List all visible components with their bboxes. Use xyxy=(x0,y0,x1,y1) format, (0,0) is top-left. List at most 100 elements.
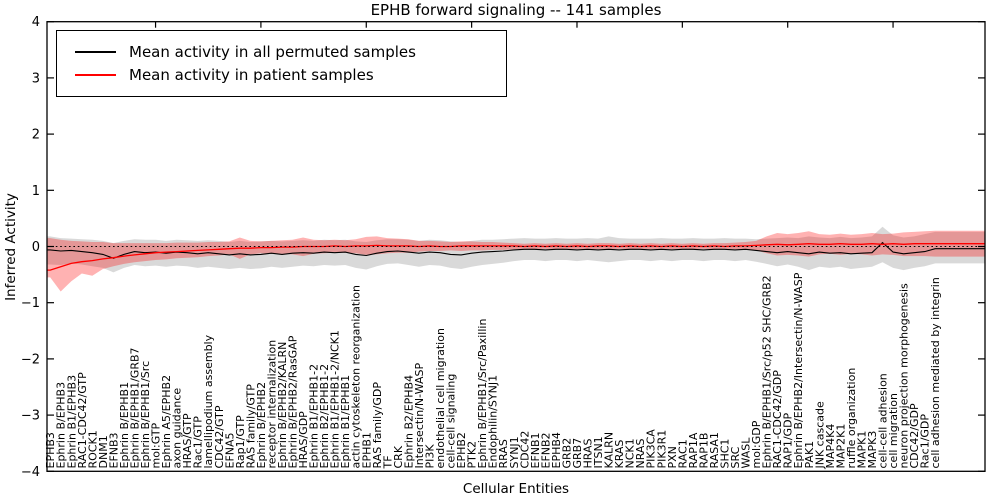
x-tick-label: Ephrin A5/EPHB2 xyxy=(160,375,173,469)
x-tick-label: Ephrin B/EPHB1 xyxy=(118,382,131,469)
y-tick-label: −4 xyxy=(21,465,40,480)
x-tick-label: EPHB1 xyxy=(360,432,373,468)
x-tick-label: SYNJ1 xyxy=(508,436,521,468)
x-tick-label: Endophilin/SYNJ1 xyxy=(487,375,500,469)
x-tick-label: cell-cell signaling xyxy=(445,374,458,469)
x-tick-label: Ephrin B/EPHB2/RasGAP xyxy=(287,335,300,468)
x-tick-label: RAC1-CDC42/GTP xyxy=(76,372,89,469)
chart-title: EPHB forward signaling -- 141 samples xyxy=(370,1,662,19)
x-tick-label: PI3K xyxy=(424,444,437,469)
x-tick-label: Ephrin B/EPHB3 xyxy=(55,382,68,469)
legend-label-permuted: Mean activity in all permuted samples xyxy=(129,42,416,61)
patient-line-swatch xyxy=(75,74,116,77)
x-tick-label: ROCK1 xyxy=(86,430,99,468)
legend-entry-permuted: Mean activity in all permuted samples xyxy=(57,42,506,61)
x-tick-label: neuron projection morphogenesis xyxy=(898,283,911,469)
x-tick-label: RAS family/GTP xyxy=(244,384,257,469)
x-tick-label: PAK1 xyxy=(803,441,816,469)
y-tick-label: −1 xyxy=(21,296,40,311)
x-tick-label: Rap1/GTP xyxy=(234,415,247,469)
x-tick-label: mol:GDP xyxy=(750,420,763,468)
x-tick-label: EPHB2 xyxy=(455,432,468,468)
x-tick-label: MAP4K4 xyxy=(824,424,837,469)
x-tick-label: Ephrin B1/EPHB1-2 xyxy=(308,364,321,469)
x-tick-label: RRAS xyxy=(497,439,510,468)
x-tick-label: RAP1B xyxy=(697,433,710,469)
x-tick-label: EFNB1 xyxy=(529,432,542,468)
legend: Mean activity in all permuted samples Me… xyxy=(56,30,507,97)
x-tick-label: cell-cell adhesion xyxy=(877,373,890,468)
x-tick-label: mol:GTP xyxy=(150,422,163,468)
x-tick-label: Ephrin B1/EPHB1-2/NCK1 xyxy=(329,330,342,468)
x-tick-label: ruffle organization xyxy=(845,368,858,469)
x-tick-label: SHC1 xyxy=(719,439,732,469)
x-tick-label: receptor internalization xyxy=(265,340,278,469)
x-tick-label: TF xyxy=(381,455,394,469)
x-tick-label: PIK3CA xyxy=(645,429,658,469)
x-tick-label: cell adhesion mediated by integrin xyxy=(929,277,942,468)
x-tick-label: EFNA5 xyxy=(223,432,236,468)
x-tick-label: Ephrin B/EPHB2 xyxy=(255,382,268,469)
x-tick-label: actin cytoskeleton reorganization xyxy=(350,285,363,469)
x-tick-label: Ephrin B1/EPHB1 xyxy=(339,375,352,469)
permuted-line-swatch xyxy=(75,50,116,53)
x-tick-label: CRK xyxy=(392,445,405,468)
x-tick-label: JNK cascade xyxy=(813,401,826,469)
mean-line-0 xyxy=(47,241,985,259)
x-tick-label: PXN xyxy=(666,446,679,468)
y-tick-label: 1 xyxy=(32,184,40,199)
x-tick-label: RAP1A xyxy=(687,432,700,468)
x-tick-label: lamellipodium assembly xyxy=(202,334,215,468)
x-tick-label: Intersectin/N-WASP xyxy=(413,363,426,469)
x-tick-label: MAPK1 xyxy=(856,431,869,469)
x-tick-label: Ephrin B/EPHB1/Src/p52 SHC/GRB2 xyxy=(761,275,774,468)
x-tick-label: Ephrin B2/EPHB1-2 xyxy=(318,364,331,469)
x-tick-label: HRAS/GTP xyxy=(181,413,194,469)
x-axis-label: Cellular Entities xyxy=(462,481,570,497)
x-tick-label: GRB2 xyxy=(561,438,574,469)
x-tick-label: SRC xyxy=(729,446,742,468)
legend-label-patient: Mean activity in patient samples xyxy=(129,66,374,84)
x-tick-label: Ephrin B2/EPHB4 xyxy=(402,375,415,469)
x-tick-label: GRB7 xyxy=(571,438,584,469)
y-tick-label: −2 xyxy=(21,352,40,367)
x-tick-label: MAPK3 xyxy=(866,431,879,469)
x-tick-label: RAS family/GDP xyxy=(371,382,384,469)
x-tick-label: EPHB3 xyxy=(44,432,57,468)
x-tick-label: Ephrin B/EPHB1/Src/Paxillin xyxy=(476,319,489,469)
x-tick-label: EFNB3 xyxy=(107,432,120,468)
x-tick-label: PTK2 xyxy=(466,441,479,469)
x-tick-label: Rac1/GTP xyxy=(192,416,205,469)
y-tick-label: 3 xyxy=(32,71,40,86)
x-tick-label: MAP2K1 xyxy=(834,424,847,469)
x-tick-label: HRAS xyxy=(582,439,595,469)
x-tick-label: WASL xyxy=(740,437,753,469)
x-tick-label: EPHB4 xyxy=(550,432,563,468)
y-tick-label: −3 xyxy=(21,409,40,424)
x-tick-label: Ephrin B1/EPHB3 xyxy=(65,375,78,469)
x-tick-label: NCK1 xyxy=(624,438,637,468)
x-tick-label: KALRN xyxy=(603,432,616,469)
x-tick-label: EFNB2 xyxy=(539,432,552,468)
y-tick-label: 0 xyxy=(32,240,40,255)
x-tick-label: ITSN1 xyxy=(592,436,605,468)
x-tick-label: CDC42 xyxy=(518,431,531,469)
x-tick-label: HRAS/GDP xyxy=(297,411,310,469)
legend-entry-patient: Mean activity in patient samples xyxy=(57,67,506,84)
y-tick-label: 4 xyxy=(32,15,40,30)
x-tick-label: cell migration xyxy=(887,393,900,469)
x-tick-label: CDC42/GDP xyxy=(908,403,921,469)
x-tick-label: RAP1/GDP xyxy=(782,412,795,468)
mean-line-1 xyxy=(47,243,985,271)
y-tick-label: 2 xyxy=(32,128,40,143)
x-tick-label: RAC1-CDC42/GDP xyxy=(771,370,784,469)
x-tick-label: axon guidance xyxy=(171,388,184,469)
x-tick-label: Ephrin B/EPHB1/GRB7 xyxy=(129,347,142,468)
x-tick-label: KRAS xyxy=(613,440,626,469)
x-tick-label: endothelial cell migration xyxy=(434,328,447,468)
x-tick-label: Ephrin B/EPHB2/Intersectin/N-WASP xyxy=(792,272,805,468)
x-tick-label: DNM1 xyxy=(97,435,110,468)
x-tick-label: Rac1/GDP xyxy=(919,414,932,469)
x-tick-label: NRAS xyxy=(634,439,647,469)
